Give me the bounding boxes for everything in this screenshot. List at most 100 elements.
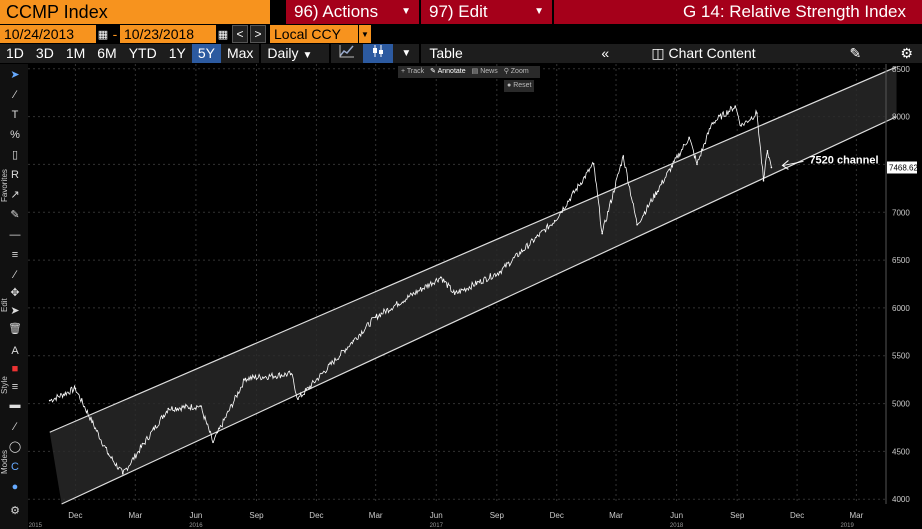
chart-content-button[interactable]: ◫ Chart Content [643,44,819,63]
period-6m[interactable]: 6M [97,45,117,61]
price-point [440,276,442,279]
x-tick-label: Mar [849,511,863,520]
divider [259,44,262,63]
price-point [756,112,758,114]
edit-chart-icon[interactable]: ✎ [849,45,862,61]
price-point [199,405,202,407]
font-icon[interactable]: A [11,345,19,357]
select-icon[interactable]: ➤ [10,305,20,317]
arrow-tool-icon[interactable]: ↗ [10,189,20,201]
price-point [352,340,355,342]
price-point [553,219,556,222]
settings-icon[interactable]: ⚙ [900,45,913,61]
price-point [48,399,51,402]
y-axis: 4000450050005500600065007000750080008500 [885,64,910,504]
x-tick-label: Dec [790,511,804,520]
x-tick-label: Sep [490,511,505,520]
reset-button[interactable]: ● Reset [504,80,535,92]
price-point [734,105,737,107]
channel-lower-line [61,116,897,505]
period-toolbar: 1D 3D 1M 6M YTD 1Y 5Y Max Daily ▼ ▼ Tabl… [0,44,922,63]
trendline-icon[interactable]: ∕ [14,269,16,281]
move-icon[interactable]: ✥ [10,287,20,299]
line-chart-icon[interactable] [331,44,363,63]
last-price-label: 7468.629 [889,163,922,172]
y-tick-label: 6500 [892,256,910,265]
cursor-icon[interactable]: ➤ [10,69,20,81]
snap-mode-icon[interactable]: C [11,461,19,473]
year-label: 2019 [840,523,854,529]
dash-style-icon[interactable]: ∕ [14,421,16,433]
period-1m[interactable]: 1M [65,45,86,61]
candlestick-icon[interactable] [363,44,394,63]
frequency-dropdown[interactable]: Daily ▼ [261,44,329,63]
period-5y[interactable]: 5Y [191,44,221,63]
percent-tool-icon[interactable]: % [10,129,20,141]
color-swatch-icon[interactable]: ■ [11,363,19,375]
calendar-icon[interactable]: ▦ [96,25,110,43]
period-max[interactable]: Max [226,45,254,61]
price-point [762,179,765,182]
chart-type-dropdown-icon[interactable]: ▼ [401,48,412,59]
chart-mini-toolbar: + Track ✎ Annotate ▤ News ⚲ Zoom [398,66,540,78]
line-style-icon[interactable]: ≡ [11,381,19,393]
draw-line-icon[interactable]: ∕ [14,89,16,101]
price-chart[interactable]: 4000450050005500600065007000750080008500… [28,64,922,529]
divider [329,44,332,63]
edit-label: Edit [0,298,9,312]
divider [419,44,422,63]
price-point [740,125,742,127]
next-range-button[interactable]: > [250,25,266,43]
edit-menu-button[interactable]: 97) Edit ▼ [419,0,552,24]
start-date-field[interactable]: 10/24/2013 [0,25,96,43]
reset-icon: ● [507,82,512,89]
table-button[interactable]: Table [429,45,463,61]
end-date-field[interactable]: 10/23/2018 [120,25,216,43]
prev-range-button[interactable]: < [232,25,248,43]
currency-dropdown-icon[interactable]: ▼ [358,25,371,43]
price-point [74,387,77,390]
actions-menu-button[interactable]: 96) Actions ▼ [284,0,419,24]
magnet-icon[interactable]: ● [11,481,19,493]
period-1d[interactable]: 1D [6,45,24,61]
annotation[interactable]: 7520 channel [781,154,879,170]
price-point [592,163,595,165]
price-point [696,163,698,165]
line-width-icon[interactable]: ▬ [9,399,21,411]
collapse-icon[interactable]: « [601,45,610,61]
modes-label: Modes [0,449,9,474]
y-tick-label: 6000 [892,304,910,313]
period-1y[interactable]: 1Y [168,45,186,61]
price-point [297,398,299,400]
calendar-icon[interactable]: ▦ [216,25,230,43]
track-button[interactable]: + Track [401,68,425,75]
period-3d[interactable]: 3D [35,45,54,61]
x-tick-label: Jun [430,511,443,520]
toolbar-settings-icon[interactable]: ⚙ [10,505,20,517]
horizontal-line-icon[interactable]: — [9,229,21,241]
chart-content-icon: ◫ [651,45,665,61]
y-tick-label: 7000 [892,208,910,217]
x-tick-label: Mar [609,511,623,520]
period-ytd[interactable]: YTD [128,45,157,61]
y-tick-label: 5500 [892,352,910,361]
currency-field[interactable]: Local CCY [270,25,358,43]
pencil-icon[interactable]: ✎ [10,209,20,221]
chart-content-label: Chart Content [668,45,756,61]
rectangle-icon[interactable]: ▯ [11,149,19,161]
x-tick-label: Sep [249,511,264,520]
ticker-field[interactable]: CCMP Index [0,0,270,24]
crosshair-mode-icon[interactable]: ◯ [8,441,22,453]
news-button[interactable]: ▤ News [471,68,498,75]
price-point [688,136,690,139]
zoom-button[interactable]: ⚲ Zoom [503,68,529,75]
text-tool-icon[interactable]: T [11,109,19,121]
y-tick-label: 4000 [892,495,910,504]
channel-icon[interactable]: ≡ [11,249,19,261]
ratio-icon[interactable]: R [11,169,19,181]
annotate-button[interactable]: ✎ Annotate [430,68,466,75]
price-point [374,316,377,318]
delete-icon[interactable]: 🗑 [8,323,22,335]
x-tick-label: Dec [309,511,323,520]
style-label: Style [0,376,9,394]
